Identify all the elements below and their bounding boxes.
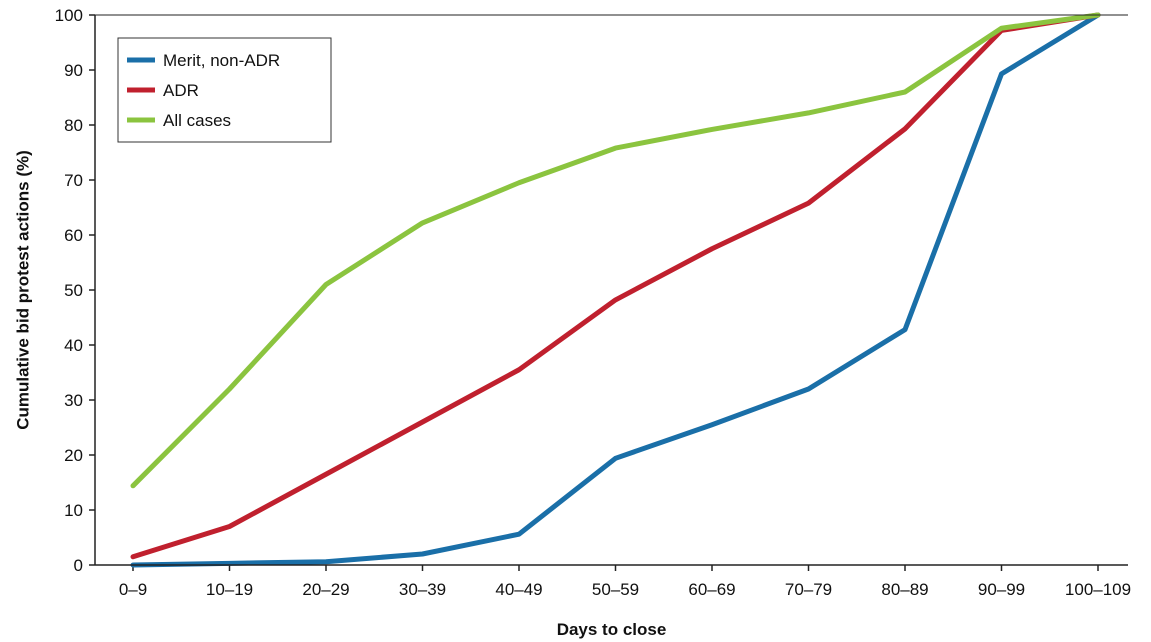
x-tick-label: 90–99 — [978, 580, 1025, 599]
x-tick-label: 60–69 — [688, 580, 735, 599]
y-tick-label: 90 — [64, 61, 83, 80]
y-tick-label: 40 — [64, 336, 83, 355]
legend: Merit, non-ADR ADR All cases — [117, 37, 332, 143]
x-axis-ticks: 0–9 10–19 20–29 30–39 40–49 50–59 60–69 70–79 80… — [119, 565, 1131, 599]
y-tick-label: 20 — [64, 446, 83, 465]
x-tick-label: 100–109 — [1065, 580, 1131, 599]
legend-label: ADR — [163, 81, 199, 100]
y-tick-label: 80 — [64, 116, 83, 135]
legend-label: All cases — [163, 111, 231, 130]
y-tick-label: 100 — [55, 6, 83, 25]
x-tick-label: 30–39 — [399, 580, 446, 599]
series-lines — [130, 12, 1101, 568]
y-tick-label: 60 — [64, 226, 83, 245]
x-tick-label: 10–19 — [206, 580, 253, 599]
x-tick-label: 80–89 — [881, 580, 928, 599]
x-tick-label: 40–49 — [495, 580, 542, 599]
y-tick-label: 50 — [64, 281, 83, 300]
x-axis-title: Days to close — [557, 620, 667, 639]
series-line-merit-non-adr — [130, 12, 1101, 568]
y-tick-label: 0 — [74, 556, 83, 575]
y-axis-title: Cumulative bid protest actions (%) — [13, 150, 32, 430]
legend-label: Merit, non-ADR — [163, 51, 280, 70]
y-tick-label: 10 — [64, 501, 83, 520]
y-tick-label: 30 — [64, 391, 83, 410]
x-tick-label: 20–29 — [302, 580, 349, 599]
x-tick-label: 50–59 — [592, 580, 639, 599]
series-line-all-cases — [130, 12, 1101, 489]
x-tick-label: 70–79 — [785, 580, 832, 599]
y-axis-ticks: 0 10 20 30 40 50 60 70 80 90 100 — [55, 6, 95, 575]
x-tick-label: 0–9 — [119, 580, 147, 599]
series-line-adr — [130, 12, 1101, 560]
y-tick-label: 70 — [64, 171, 83, 190]
